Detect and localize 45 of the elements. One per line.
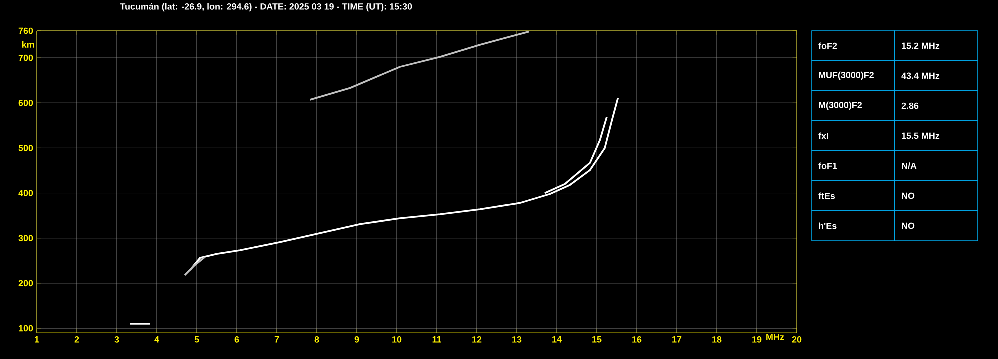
x-tick-label: 2 [74, 336, 80, 343]
text: h'Es [819, 222, 837, 230]
text: M(3000)F2 [819, 102, 862, 110]
y-tick-label: 600 [18, 100, 34, 106]
x-tick-label: 9 [354, 336, 360, 343]
y-tick-label: 760 [18, 28, 34, 34]
x-tick-label: 3 [114, 336, 120, 343]
x-tick-label: 10 [392, 336, 402, 343]
x-tick-label: 19 [752, 336, 762, 343]
text: foF2 [818, 42, 838, 50]
text: 43.4 MHz [902, 72, 940, 80]
x-tick-label: 1 [35, 336, 40, 343]
text: foF1 [818, 162, 838, 170]
x-tick-label: 8 [314, 336, 320, 343]
x-tick-label: 18 [712, 336, 722, 343]
text: ftEs [818, 192, 836, 200]
x-tick-label: 17 [672, 336, 682, 343]
text: fxI [818, 132, 828, 140]
x-tick-label: 14 [552, 336, 562, 343]
text: 2.86 [902, 102, 919, 110]
y-tick-label: 500 [18, 145, 34, 152]
chart-title: Tucumán (lat: -26.9, lon: 294.6) - DATE: 2025 03 19 - TIME (UT): 15:30 [120, 3, 412, 12]
y-tick-label: 400 [18, 190, 34, 196]
text: MUF(3000)F2 [819, 72, 874, 80]
text: NO [902, 192, 915, 200]
x-tick-label: 5 [194, 336, 200, 343]
y-tick-label: 300 [18, 235, 34, 242]
text: NO [902, 222, 915, 230]
text: 15.2 MHz [902, 42, 940, 50]
y-tick-label: 700 [18, 54, 34, 62]
x-tick-label: 16 [632, 336, 642, 343]
x-axis-title: MHz [766, 334, 784, 340]
text: 15.5 MHz [902, 132, 940, 140]
y-tick-label: 100 [19, 325, 34, 332]
y-tick-label: 200 [18, 280, 34, 287]
x-tick-label: 15 [592, 336, 602, 343]
x-tick-label: 20 [792, 336, 802, 343]
y-axis-title: km [22, 41, 34, 48]
text: N/A [902, 162, 917, 170]
x-tick-label: 11 [432, 336, 442, 343]
x-tick-label: 7 [274, 336, 280, 343]
x-tick-label: 12 [472, 336, 482, 343]
x-tick-label: 4 [154, 336, 160, 343]
x-tick-label: 6 [234, 336, 240, 343]
x-tick-label: 13 [512, 336, 522, 343]
